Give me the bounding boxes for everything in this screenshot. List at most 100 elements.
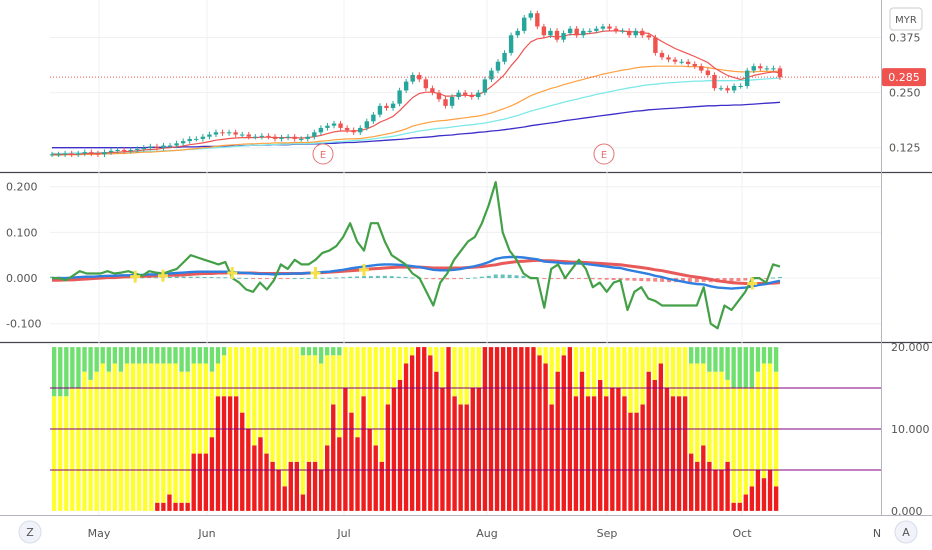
candle-body xyxy=(777,68,783,78)
bar-segment-yellow xyxy=(397,347,403,380)
candle-body xyxy=(325,125,330,128)
bar-segment-yellow xyxy=(743,388,748,495)
bar-segment-yellow xyxy=(264,347,269,454)
candle-body xyxy=(390,103,396,109)
currency-badge[interactable] xyxy=(889,7,923,31)
histogram-bar xyxy=(195,276,200,279)
histogram-bar xyxy=(743,278,748,281)
bar-segment-green xyxy=(76,347,81,389)
time-axis[interactable]: May Jun Jul Aug Sep Oct N xyxy=(88,527,881,540)
oscillator-lines xyxy=(52,181,781,330)
earnings-marker-1[interactable]: E xyxy=(312,143,334,165)
bar-segment-red xyxy=(276,469,281,511)
moving-averages xyxy=(52,30,781,156)
histogram-bar xyxy=(389,276,394,279)
histogram-bar xyxy=(778,276,782,279)
bar-segment-red xyxy=(325,445,330,511)
candle-body xyxy=(233,132,238,135)
candle-body xyxy=(581,30,586,36)
candle-body xyxy=(253,136,258,138)
bar-segment-red xyxy=(343,388,348,511)
price-axis[interactable]: MYR 0.375 0.250 0.125 0.285 xyxy=(882,7,926,155)
earnings-marker-2[interactable]: E xyxy=(593,143,615,165)
bar-segment-red xyxy=(749,486,755,511)
candle-body xyxy=(115,149,120,151)
candle-body xyxy=(456,92,461,98)
bar-segment-red xyxy=(234,396,239,511)
bar-segment-red xyxy=(707,461,712,511)
bar-segment-yellow xyxy=(106,371,111,511)
bar-segment-yellow xyxy=(270,347,275,462)
histogram-bar xyxy=(431,278,436,280)
candle-body xyxy=(646,35,652,38)
candle-body xyxy=(594,28,599,31)
price-panel[interactable]: E E xyxy=(49,10,881,165)
bar-segment-red xyxy=(755,469,761,511)
earnings-markers[interactable]: E E xyxy=(312,143,615,165)
bar-segment-yellow xyxy=(434,347,439,372)
histogram-bar xyxy=(687,278,692,283)
bar-segment-red xyxy=(555,371,560,511)
candle-body xyxy=(128,149,133,151)
bar-segment-red xyxy=(227,396,233,511)
bar-segment-yellow xyxy=(634,347,639,413)
histogram-bar xyxy=(299,278,304,280)
bar-tick-label: 0.000 xyxy=(891,505,923,518)
bar-segment-yellow xyxy=(94,371,99,511)
histogram-bar xyxy=(216,277,221,279)
bar-segment-yellow xyxy=(143,363,148,511)
bar-segment-yellow xyxy=(215,363,221,397)
bar-segment-yellow xyxy=(664,347,670,389)
moving-average-red xyxy=(52,30,781,155)
bar-segment-red xyxy=(579,371,585,511)
histogram-bar xyxy=(368,276,373,279)
bar-segment-yellow xyxy=(719,371,724,470)
histogram-bar xyxy=(375,275,380,279)
bar-segment-red xyxy=(670,396,676,511)
auto-scale-button[interactable]: A xyxy=(894,520,918,544)
candle-body xyxy=(476,92,481,98)
candle-body xyxy=(82,152,87,154)
histogram-bar xyxy=(334,277,339,279)
bar-segment-green xyxy=(719,347,724,372)
bar-segment-yellow xyxy=(240,347,245,413)
candle-body xyxy=(469,94,474,98)
candle-body xyxy=(141,147,147,150)
histogram-bar xyxy=(722,278,727,282)
oscillator-tick-label: 0.200 xyxy=(6,181,38,194)
histogram-bar xyxy=(424,278,429,280)
bar-segment-yellow xyxy=(391,347,397,389)
histogram-bar xyxy=(445,278,450,280)
bar-segment-red xyxy=(682,396,688,511)
stacked-bar-panel[interactable] xyxy=(50,347,881,511)
candle-body xyxy=(659,52,665,58)
bar-segment-green xyxy=(94,347,99,372)
bar-segment-green xyxy=(118,347,124,372)
bar-segment-yellow xyxy=(707,371,712,462)
bar-segment-green xyxy=(197,347,202,364)
bar-segment-yellow xyxy=(555,347,560,372)
candle-body xyxy=(607,26,612,29)
zoom-button[interactable]: Z xyxy=(18,520,42,544)
bar-segment-yellow xyxy=(628,347,633,413)
bar-segment-green xyxy=(82,347,87,372)
bar-segment-green xyxy=(106,347,111,372)
bar-segment-yellow xyxy=(591,347,597,397)
histogram-bar xyxy=(438,278,443,280)
oscillator-panel[interactable] xyxy=(50,181,782,330)
bar-segment-yellow xyxy=(136,363,142,511)
grid xyxy=(0,0,932,516)
bar-segment-green xyxy=(318,347,324,364)
bar-segment-green xyxy=(695,347,700,364)
candle-body xyxy=(161,145,166,148)
bar-segment-yellow xyxy=(288,347,293,462)
bar-segment-red xyxy=(161,502,166,511)
bar-segment-yellow xyxy=(701,363,706,446)
bar-tick-label: 20.000 xyxy=(891,341,930,354)
bar-segment-red xyxy=(731,502,736,511)
candle-body xyxy=(548,30,553,36)
bar-segment-red xyxy=(652,379,657,511)
bar-segment-red xyxy=(591,396,597,511)
bar-segment-red xyxy=(664,388,670,511)
